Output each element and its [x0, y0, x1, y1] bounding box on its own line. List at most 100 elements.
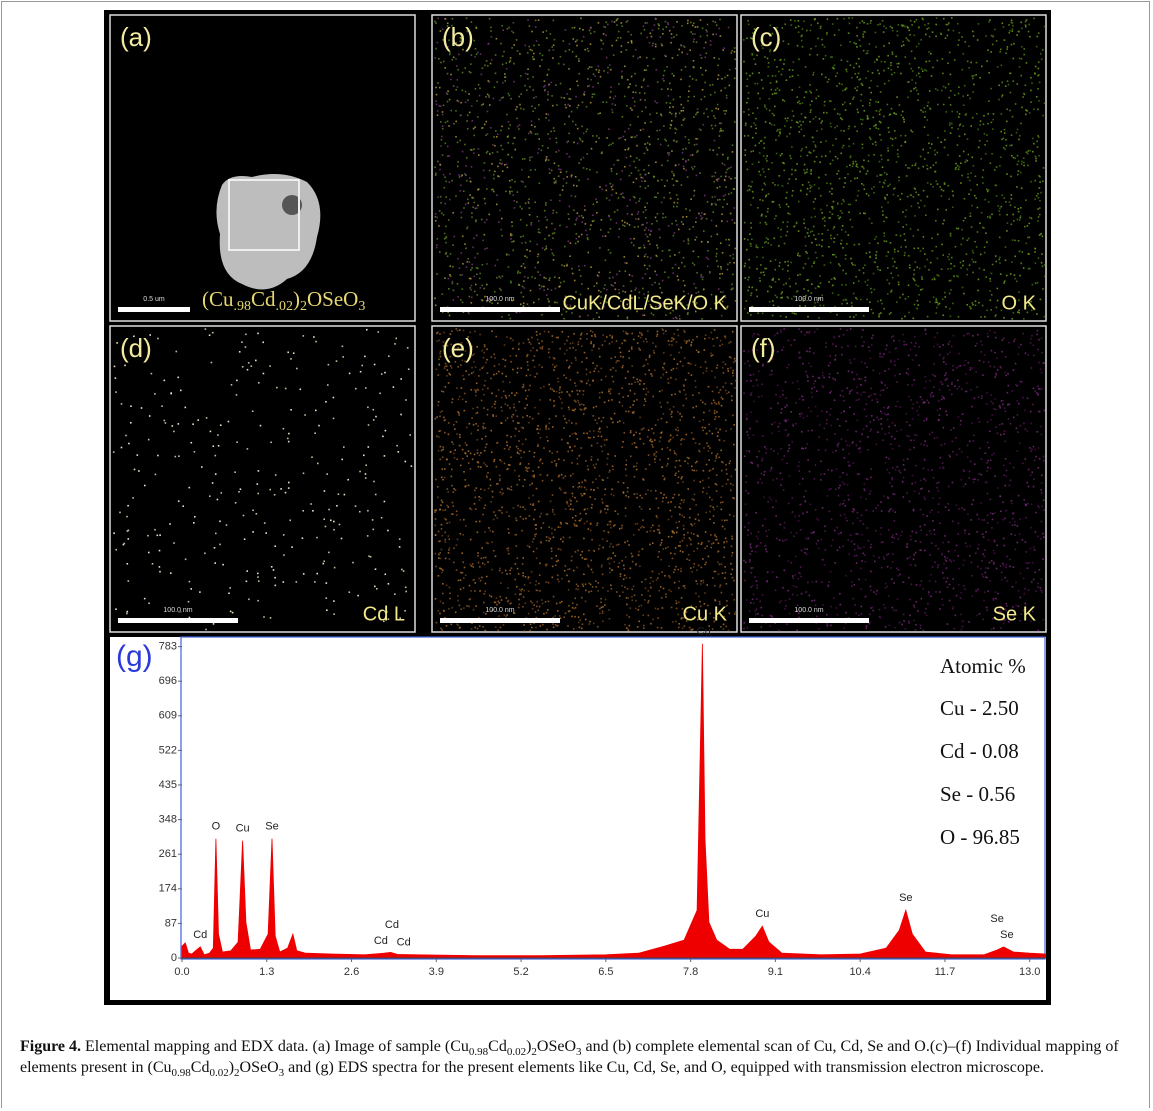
texture-dot — [554, 276, 556, 278]
texture-dot — [637, 342, 639, 344]
texture-dot — [724, 164, 726, 166]
texture-dot — [963, 151, 965, 153]
texture-dot — [838, 29, 840, 31]
texture-dot — [612, 285, 614, 287]
texture-dot — [1017, 155, 1019, 157]
texture-dot — [457, 100, 459, 102]
texture-dot — [711, 543, 713, 545]
texture-dot — [258, 470, 260, 472]
texture-dot — [631, 596, 633, 598]
texture-dot — [439, 169, 441, 171]
texture-dot — [569, 347, 571, 349]
texture-dot — [687, 488, 689, 490]
texture-dot — [704, 96, 706, 98]
texture-dot — [758, 142, 760, 144]
texture-dot — [462, 236, 464, 238]
texture-dot — [748, 185, 750, 187]
texture-dot — [751, 292, 753, 294]
texture-dot — [501, 97, 503, 99]
texture-dot — [721, 123, 723, 125]
texture-dot — [570, 475, 572, 477]
texture-dot — [720, 266, 722, 268]
texture-dot — [466, 18, 468, 20]
texture-dot — [252, 510, 254, 512]
texture-dot — [1012, 214, 1014, 216]
texture-dot — [568, 115, 570, 117]
texture-dot — [864, 110, 866, 112]
texture-dot — [519, 284, 521, 286]
texture-dot — [851, 306, 853, 308]
texture-dot — [487, 65, 489, 67]
texture-dot — [531, 106, 533, 108]
texture-dot — [1029, 217, 1031, 219]
texture-dot — [787, 270, 789, 272]
texture-dot — [991, 35, 993, 37]
texture-dot — [476, 235, 478, 237]
texture-dot — [908, 296, 910, 298]
texture-dot — [678, 587, 680, 589]
texture-dot — [445, 181, 447, 183]
texture-dot — [949, 293, 951, 295]
texture-dot — [895, 113, 897, 115]
texture-dot — [435, 100, 437, 102]
texture-dot — [496, 415, 498, 417]
texture-dot — [647, 202, 649, 204]
texture-dot — [446, 236, 448, 238]
texture-dot — [720, 90, 722, 92]
texture-dot — [535, 267, 537, 269]
texture-dot — [473, 371, 475, 373]
texture-dot — [913, 318, 915, 320]
texture-dot — [983, 269, 985, 271]
texture-dot — [612, 103, 614, 105]
texture-dot — [919, 268, 921, 270]
texture-dot — [888, 251, 890, 253]
texture-dot — [553, 44, 555, 46]
texture-dot — [545, 426, 547, 428]
texture-dot — [777, 184, 779, 186]
texture-dot — [787, 117, 789, 119]
texture-dot — [639, 349, 641, 351]
texture-dot — [647, 185, 649, 187]
texture-dot — [999, 214, 1001, 216]
texture-dot — [535, 96, 537, 98]
texture-dot — [457, 539, 459, 541]
texture-dot — [478, 154, 480, 156]
texture-dot — [917, 202, 919, 204]
texture-dot — [553, 259, 555, 261]
texture-dot — [969, 264, 971, 266]
texture-dot — [521, 292, 523, 294]
texture-dot — [693, 22, 695, 24]
texture-dot — [752, 163, 754, 165]
texture-dot — [525, 45, 527, 47]
texture-dot — [605, 488, 607, 490]
texture-dot — [283, 428, 285, 430]
texture-dot — [666, 422, 668, 424]
texture-dot — [754, 83, 756, 85]
texture-dot — [842, 270, 844, 272]
texture-dot — [506, 597, 508, 599]
texture-dot — [813, 141, 815, 143]
texture-dot — [341, 538, 343, 540]
texture-dot — [834, 127, 836, 129]
texture-dot — [884, 83, 886, 85]
texture-dot — [707, 241, 709, 243]
texture-dot — [565, 613, 567, 615]
texture-dot — [698, 256, 700, 258]
texture-dot — [585, 230, 587, 232]
texture-dot — [572, 409, 574, 411]
texture-dot — [640, 247, 642, 249]
texture-dot — [604, 494, 606, 496]
texture-dot — [866, 173, 868, 175]
texture-dot — [1039, 200, 1041, 202]
texture-dot — [867, 115, 869, 117]
texture-dot — [435, 22, 437, 24]
texture-dot — [444, 432, 446, 434]
texture-dot — [483, 170, 485, 172]
texture-dot — [451, 367, 453, 369]
texture-dot — [814, 19, 816, 21]
texture-dot — [624, 66, 626, 68]
texture-dot — [834, 226, 836, 228]
texture-dot — [165, 422, 167, 424]
texture-dot — [706, 584, 708, 586]
texture-dot — [929, 108, 931, 110]
